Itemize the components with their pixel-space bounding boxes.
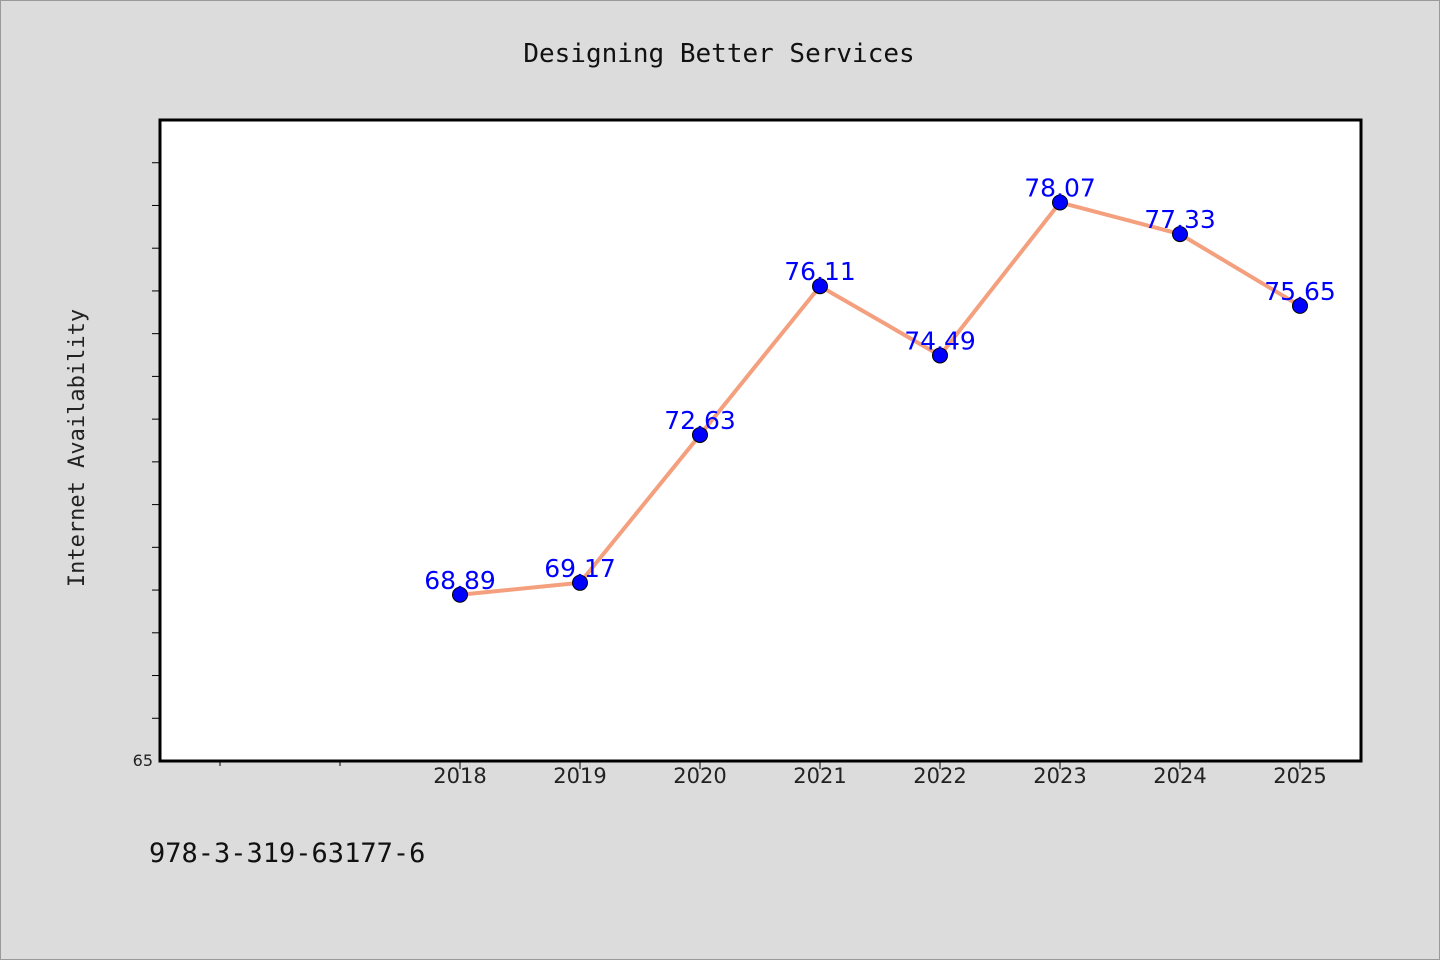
footer-isbn: 978-3-319-63177-6 — [149, 838, 425, 869]
chart-title: Designing Better Services — [523, 39, 914, 69]
data-label: 74.49 — [904, 326, 976, 355]
data-point — [572, 574, 588, 591]
data-label: 72.63 — [664, 406, 736, 435]
x-tick-label: 2023 — [1033, 764, 1086, 788]
series-line — [459, 200, 1302, 597]
data-label: 69.17 — [544, 554, 616, 583]
data-label: 77.33 — [1144, 205, 1216, 234]
series-layer: 68.89 69.17 72.63 76.11 74.49 78.07 77.33 75.65 — [424, 173, 1336, 603]
data-label: 76.11 — [784, 257, 856, 286]
data-point — [812, 278, 828, 295]
x-tick-label: 2021 — [793, 764, 846, 788]
data-label: 78.07 — [1024, 173, 1096, 202]
data-point — [932, 347, 948, 364]
data-point — [692, 426, 708, 443]
x-tick-label: 2019 — [553, 764, 606, 788]
x-tick-label: 2024 — [1153, 764, 1206, 788]
y-axis-label: Internet Availability — [65, 309, 90, 587]
data-label: 68.89 — [424, 566, 496, 595]
axis-ticks: 2018 2019 2020 2021 2022 2023 2024 2025 — [152, 162, 1327, 788]
data-point — [452, 586, 468, 603]
plot-border — [158, 118, 1363, 763]
data-point — [1172, 226, 1188, 243]
x-tick-label: 2025 — [1273, 764, 1326, 788]
plot-area — [160, 120, 1361, 761]
data-point — [1052, 194, 1068, 211]
y-tick-label: 65 — [133, 751, 153, 770]
x-tick-label: 2020 — [673, 764, 726, 788]
x-tick-label: 2022 — [913, 764, 966, 788]
data-point — [1292, 297, 1308, 314]
x-tick-label: 2018 — [433, 764, 486, 788]
data-label: 75.65 — [1264, 277, 1336, 306]
